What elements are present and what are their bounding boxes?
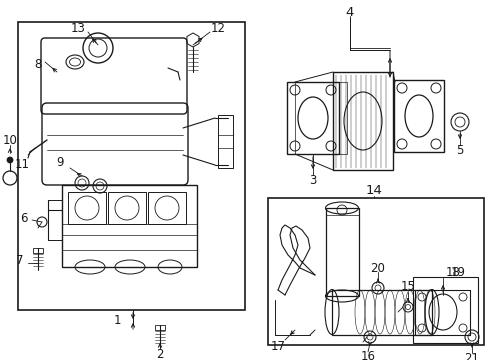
Text: 17: 17 xyxy=(270,339,285,352)
Text: 16: 16 xyxy=(360,350,375,360)
Bar xyxy=(68,192,106,224)
Bar xyxy=(412,277,477,343)
Text: 3: 3 xyxy=(309,174,316,186)
Bar xyxy=(325,208,358,296)
Text: 21: 21 xyxy=(464,351,479,360)
Text: 12: 12 xyxy=(210,22,225,35)
Bar xyxy=(294,82,346,154)
Bar xyxy=(18,22,244,310)
Text: 15: 15 xyxy=(400,280,415,293)
Text: 11: 11 xyxy=(15,158,29,171)
Text: 5: 5 xyxy=(455,144,463,157)
Bar xyxy=(33,248,43,253)
Text: 19: 19 xyxy=(449,266,465,279)
Text: 18: 18 xyxy=(445,266,460,279)
Text: 13: 13 xyxy=(70,22,85,35)
Text: 6: 6 xyxy=(20,211,28,225)
Text: 9: 9 xyxy=(56,157,63,170)
Bar xyxy=(267,198,483,345)
Text: 1: 1 xyxy=(113,314,121,327)
Bar xyxy=(62,185,197,267)
Bar xyxy=(332,72,392,170)
Text: 4: 4 xyxy=(345,5,353,18)
Text: 10: 10 xyxy=(2,134,18,147)
Bar xyxy=(393,80,443,152)
Text: 7: 7 xyxy=(16,255,24,267)
Circle shape xyxy=(7,157,13,163)
Text: 2: 2 xyxy=(156,348,163,360)
Text: 14: 14 xyxy=(365,184,382,197)
Bar xyxy=(331,290,431,335)
Bar xyxy=(218,115,232,168)
Bar xyxy=(286,82,338,154)
Text: 8: 8 xyxy=(34,58,41,71)
Text: 20: 20 xyxy=(370,261,385,274)
Bar xyxy=(148,192,185,224)
Bar xyxy=(108,192,146,224)
Bar xyxy=(155,325,164,330)
